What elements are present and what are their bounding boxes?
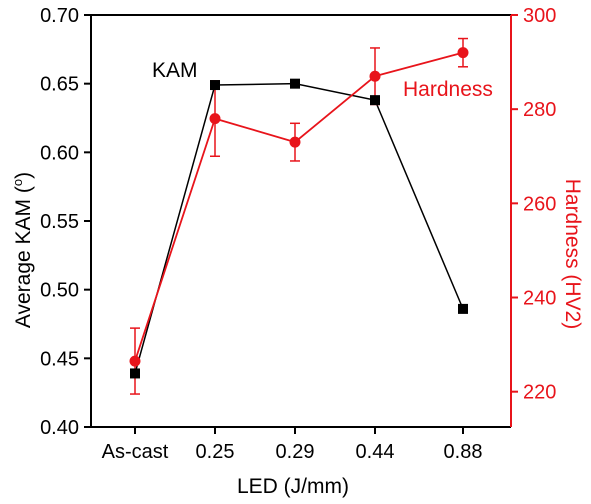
kam-point [370,95,380,106]
kam-line [134,82,464,374]
x-tick-label: As-cast [102,441,169,463]
x-tick-label: 0.25 [196,441,235,463]
right-tick-label: 220 [523,382,556,404]
hardness-series-label: Hardness [403,78,493,101]
series [129,37,469,395]
hardness-point [289,136,301,148]
x-tick-label: 0.88 [444,441,483,463]
kam-point [458,303,468,314]
hardness-point [369,70,381,82]
kam-point [210,80,220,91]
right-axis-title: Hardness (HV2) [561,179,584,330]
kam-series-label: KAM [152,59,198,82]
axes: 0.40 0.45 0.50 0.55 0.60 0.65 0.70 220 240 260 280… [40,5,556,463]
hardness-point [457,47,469,59]
left-tick-label: 0.60 [40,142,79,164]
left-tick-label: 0.40 [40,417,79,439]
left-tick-label: 0.65 [40,74,79,96]
x-tick-label: 0.29 [276,441,315,463]
left-tick-label: 0.70 [40,5,79,27]
left-axis-title-degree: o [10,179,25,186]
right-tick-label: 260 [523,193,556,215]
right-tick-label: 240 [523,288,556,310]
labels: LED (J/mm) Hardness (HV2) Average KAM (o… [10,59,584,498]
left-tick-label: 0.50 [40,280,79,302]
kam-point [290,78,300,89]
x-axis-title: LED (J/mm) [237,475,349,498]
x-tick-label: 0.44 [356,441,395,463]
hardness-point [209,113,221,125]
kam-point [130,368,140,379]
hardness-point [129,355,141,367]
left-axis-title-prefix: Average KAM ( [12,186,35,328]
right-tick-label: 280 [523,99,556,121]
right-tick-label: 300 [523,5,556,27]
left-tick-label: 0.55 [40,211,79,233]
left-axis-title: Average KAM (o) [10,172,35,328]
left-axis-title-suffix: ) [12,172,35,179]
left-tick-label: 0.45 [40,348,79,370]
